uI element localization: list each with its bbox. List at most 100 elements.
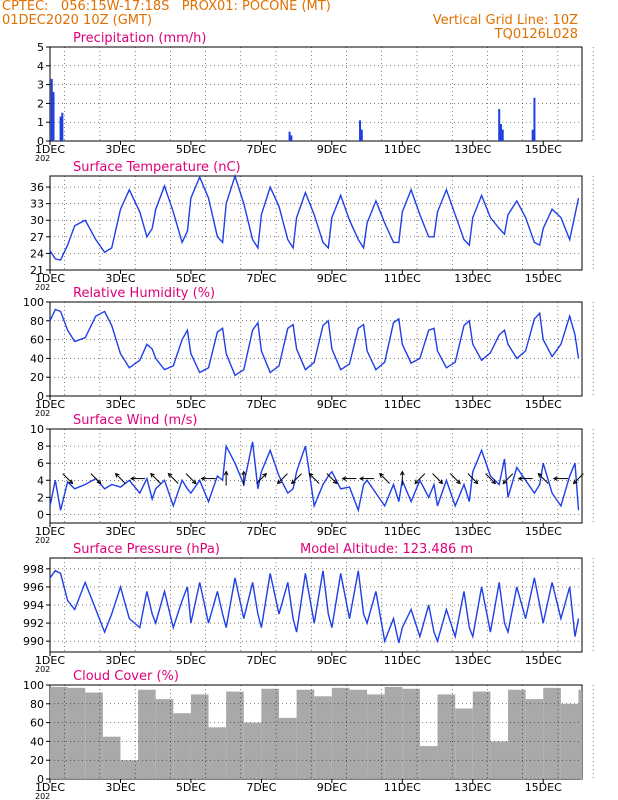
cloud-bar [455, 708, 473, 779]
wind-arrow-head [332, 479, 338, 485]
cloud-bar [296, 689, 315, 779]
x-tick-label: 11DEC [384, 525, 421, 538]
cloud-bar [155, 699, 174, 779]
plot-frame [49, 428, 583, 524]
x-tick-label: 5DEC [176, 398, 206, 411]
series-line [49, 173, 580, 261]
y-tick-label: 40 [30, 352, 44, 365]
x-tick-label: 9DEC [317, 272, 347, 285]
x-tick-label: 11DEC [384, 654, 421, 667]
x-tick-label: 7DEC [246, 143, 276, 156]
y-tick-label: 30 [30, 214, 44, 227]
cloud-bar [525, 699, 544, 779]
y-tick-label: 992 [23, 617, 44, 630]
wind-arrow-head [341, 476, 347, 481]
y-tick-label: 20 [30, 754, 44, 767]
x-tick-label: 15DEC [525, 525, 562, 538]
cloud-bar [578, 689, 582, 779]
cloud-bar [384, 686, 403, 779]
cloud-bar [190, 694, 209, 779]
y-tick-label: 24 [30, 247, 44, 260]
x-tick-label: 15DEC [525, 654, 562, 667]
header-run-id: TQ0126L028 [494, 27, 578, 42]
x-tick-label: 11DEC [384, 272, 421, 285]
wind-arrow-head [276, 479, 282, 485]
cloud-bar [50, 686, 68, 779]
x-tick-label: 5DEC [176, 781, 206, 794]
x-tick-label: 7DEC [246, 398, 276, 411]
wind-arrow-shaft [467, 473, 479, 484]
x-tick-label: 3DEC [105, 525, 135, 538]
y-tick-label: 3 [37, 79, 44, 92]
panel-title: Relative Humidity (%) [73, 286, 215, 301]
wind-arrow-shaft [62, 473, 73, 484]
y-tick-label: 33 [30, 198, 44, 211]
x-tick-label: 5DEC [176, 654, 206, 667]
y-tick-label: 0 [37, 390, 44, 403]
precip-bar [59, 116, 62, 141]
x-year-fragment: 202 [35, 665, 50, 674]
cloud-bar [102, 736, 121, 779]
y-tick-label: 36 [30, 181, 44, 194]
wind-arrow-head [517, 476, 523, 481]
wind-arrow-shaft [115, 473, 126, 484]
wind-arrow-head [96, 479, 102, 485]
header-grid-note: Vertical Grid Line: 10Z [432, 13, 578, 28]
x-tick-label: 9DEC [317, 654, 347, 667]
wind-arrow-head [200, 476, 206, 481]
x-tick-label: 13DEC [454, 525, 491, 538]
x-tick-label: 3DEC [105, 781, 135, 794]
y-tick-label: 60 [30, 334, 44, 347]
wind-arrow-shaft [432, 473, 443, 484]
x-tick-label: 1DEC [35, 781, 65, 794]
x-tick-label: 7DEC [246, 781, 276, 794]
x-tick-label: 9DEC [317, 525, 347, 538]
x-tick-label: 9DEC [317, 781, 347, 794]
cloud-bar [349, 689, 368, 779]
cloud-bar [85, 692, 103, 779]
precip-bar [61, 112, 64, 141]
cloud-bar [419, 746, 438, 779]
wind-arrow-shaft [573, 473, 584, 484]
y-tick-label: 27 [30, 231, 44, 244]
wind-arrow-head [399, 470, 405, 476]
wind-arrow-head [414, 479, 420, 485]
precip-bar [501, 129, 504, 141]
y-tick-label: 100 [23, 679, 44, 692]
y-tick-label: 998 [23, 563, 44, 576]
y-tick-label: 4 [37, 474, 44, 487]
y-tick-label: 8 [37, 440, 44, 453]
cloud-bar [279, 717, 297, 779]
x-tick-label: 9DEC [317, 143, 347, 156]
x-tick-label: 7DEC [246, 525, 276, 538]
wind-arrow-head [473, 479, 479, 485]
wind-arrow-shaft [185, 473, 197, 484]
x-tick-label: 3DEC [105, 272, 135, 285]
cloud-bar [208, 727, 227, 779]
wind-arrow-head [241, 470, 247, 476]
precip-bar [531, 129, 534, 141]
wind-arrow-shaft [537, 473, 549, 484]
plot-frame [49, 301, 583, 397]
x-tick-label: 1DEC [35, 525, 65, 538]
wind-arrow-shaft [168, 473, 179, 484]
y-tick-label: 40 [30, 735, 44, 748]
x-year-fragment: 202 [35, 154, 50, 163]
x-tick-label: 3DEC [105, 143, 135, 156]
cloud-bar [173, 713, 191, 779]
wind-arrow-head [262, 472, 268, 478]
wind-arrow-head [114, 472, 120, 478]
y-tick-label: 996 [23, 581, 44, 594]
wind-arrow-shaft [485, 473, 496, 484]
cloud-bar [543, 687, 561, 779]
cloud-bar [508, 689, 526, 779]
panel-title: Surface Wind (m/s) [73, 413, 197, 428]
y-tick-label: 0 [37, 508, 44, 521]
series-line [49, 569, 580, 644]
x-tick-label: 15DEC [525, 398, 562, 411]
x-year-fragment: 202 [35, 283, 50, 292]
x-tick-label: 15DEC [525, 143, 562, 156]
x-year-fragment: 202 [35, 536, 50, 545]
x-tick-label: 5DEC [176, 525, 206, 538]
panel-title: Surface Temperature (nC) [73, 160, 241, 175]
